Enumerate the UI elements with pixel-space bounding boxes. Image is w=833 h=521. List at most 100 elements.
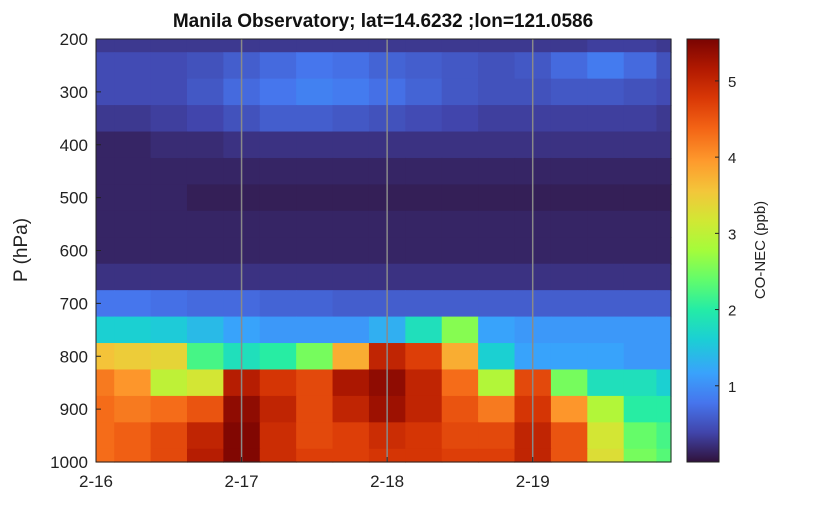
heatmap-cell xyxy=(332,316,370,344)
heatmap-cell xyxy=(114,78,152,106)
x-tick-label: 2-19 xyxy=(516,472,550,491)
heatmap-cell xyxy=(332,52,370,80)
heatmap-cell xyxy=(405,184,443,212)
heatmap-cell xyxy=(656,369,672,397)
x-axis-ticks: 2-16 2-17 2-18 2-19 xyxy=(79,457,550,491)
heatmap-cell xyxy=(550,422,588,450)
heatmap-cell xyxy=(441,78,479,106)
heatmap-cell xyxy=(656,263,672,291)
heatmap-cell xyxy=(259,237,297,265)
heatmap-cell xyxy=(186,184,224,212)
heatmap-cell xyxy=(656,316,672,344)
heatmap-cell xyxy=(441,210,479,238)
heatmap-cell xyxy=(478,343,516,371)
heatmap-cell xyxy=(296,237,334,265)
heatmap-cell xyxy=(186,210,224,238)
y-tick-label: 500 xyxy=(60,189,88,208)
heatmap-cell xyxy=(550,131,588,159)
heatmap-cell xyxy=(186,395,224,423)
heatmap-cell xyxy=(405,369,443,397)
heatmap-cell xyxy=(150,52,188,80)
heatmap-cell xyxy=(656,39,672,53)
y-tick-label: 800 xyxy=(60,347,88,366)
heatmap-cell xyxy=(405,395,443,423)
heatmap-cell xyxy=(405,422,443,450)
heatmap-cell xyxy=(623,263,658,291)
heatmap-cell xyxy=(441,263,479,291)
heatmap-cell xyxy=(186,343,224,371)
heatmap-cell xyxy=(96,52,115,80)
heatmap-cell xyxy=(96,316,115,344)
heatmap-cell xyxy=(186,52,224,80)
day-gridlines xyxy=(240,39,534,462)
heatmap-cell xyxy=(587,105,625,133)
heatmap-cell xyxy=(114,105,152,133)
heatmap-cell xyxy=(478,290,516,318)
heatmap-cell xyxy=(332,210,370,238)
colorbar-tick-label: 3 xyxy=(728,226,736,243)
heatmap-cell xyxy=(259,263,297,291)
heatmap-cell xyxy=(550,237,588,265)
heatmap-cell xyxy=(587,78,625,106)
heatmap-cell xyxy=(332,39,370,53)
y-tick-label: 1000 xyxy=(50,453,88,472)
heatmap-cell xyxy=(587,263,625,291)
heatmap-cell xyxy=(296,78,334,106)
heatmap-cell xyxy=(96,290,115,318)
heatmap-cell xyxy=(186,131,224,159)
heatmap-cell xyxy=(96,237,115,265)
heatmap-cell xyxy=(550,316,588,344)
heatmap-cell xyxy=(623,369,658,397)
heatmap-cell xyxy=(405,131,443,159)
heatmap-cell xyxy=(550,78,588,106)
heatmap-cells xyxy=(96,39,672,463)
heatmap-cell xyxy=(259,39,297,53)
heatmap-cell xyxy=(478,237,516,265)
heatmap-cell xyxy=(114,369,152,397)
heatmap-cell xyxy=(441,237,479,265)
y-tick-label: 900 xyxy=(60,400,88,419)
heatmap-cell xyxy=(296,263,334,291)
heatmap-cell xyxy=(656,210,672,238)
heatmap-cell xyxy=(623,105,658,133)
heatmap-cell xyxy=(441,184,479,212)
heatmap-cell xyxy=(259,131,297,159)
y-tick-label: 200 xyxy=(60,30,88,49)
heatmap-cell xyxy=(114,422,152,450)
heatmap-cell xyxy=(623,395,658,423)
heatmap-cell xyxy=(150,157,188,186)
x-tick-label: 2-18 xyxy=(370,472,404,491)
heatmap-cell xyxy=(550,105,588,133)
heatmap-cell xyxy=(96,105,115,133)
heatmap-cell xyxy=(296,157,334,186)
heatmap-cell xyxy=(550,210,588,238)
heatmap-cell xyxy=(114,157,152,186)
heatmap-cell xyxy=(296,316,334,344)
heatmap-cell xyxy=(259,52,297,80)
heatmap-cell xyxy=(150,39,188,53)
heatmap-cell xyxy=(478,105,516,133)
heatmap-cell xyxy=(550,395,588,423)
heatmap-cell xyxy=(478,448,516,463)
heatmap-cell xyxy=(186,422,224,450)
heatmap-cell xyxy=(259,157,297,186)
heatmap-cell xyxy=(150,237,188,265)
heatmap-cell xyxy=(656,157,672,186)
heatmap-cell xyxy=(550,369,588,397)
heatmap-cell xyxy=(332,184,370,212)
heatmap-cell xyxy=(114,39,152,53)
heatmap-cell xyxy=(296,210,334,238)
heatmap-cell xyxy=(259,369,297,397)
heatmap-cell xyxy=(259,448,297,463)
heatmap-cell xyxy=(623,448,658,463)
heatmap-cell xyxy=(587,39,625,53)
heatmap-cell xyxy=(405,157,443,186)
heatmap-cell xyxy=(478,210,516,238)
heatmap-cell xyxy=(478,131,516,159)
heatmap-cell xyxy=(296,52,334,80)
heatmap-cell xyxy=(441,316,479,344)
heatmap-cell xyxy=(478,39,516,53)
heatmap-cell xyxy=(405,105,443,133)
heatmap-cell xyxy=(96,39,115,53)
